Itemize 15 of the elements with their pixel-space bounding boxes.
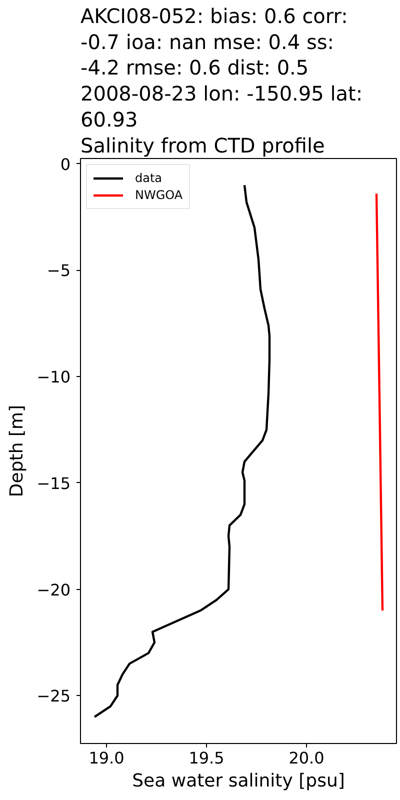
y-tick-label: −25 bbox=[36, 686, 70, 706]
y-tick-label: −10 bbox=[36, 368, 70, 387]
x-axis-title: Sea water salinity [psu] bbox=[132, 770, 345, 792]
y-tick-label: −15 bbox=[36, 474, 70, 493]
x-tick-label: 19.5 bbox=[188, 748, 224, 768]
y-tick-label: 0 bbox=[60, 154, 71, 174]
line-series bbox=[93, 184, 271, 718]
y-axis-title: Depth [m] bbox=[6, 404, 28, 498]
y-tick-label: −5 bbox=[46, 261, 71, 280]
x-tick-label: 19.0 bbox=[88, 748, 124, 768]
legend-label: NWGOA bbox=[135, 188, 183, 202]
legend-label: data bbox=[135, 171, 162, 185]
y-tick-label: −20 bbox=[36, 580, 70, 600]
chart-title: AKCI08-052: bias: 0.6 corr: -0.7 ioa: nan mse: 0.4 ss: -4.2 rmse: 0.6 dist: 0.5 2008-08-23 lon: -150.95 lat: 60.93 Salinity from CTD profile bbox=[80, 4, 363, 158]
x-tick-label: 20.0 bbox=[288, 748, 324, 768]
